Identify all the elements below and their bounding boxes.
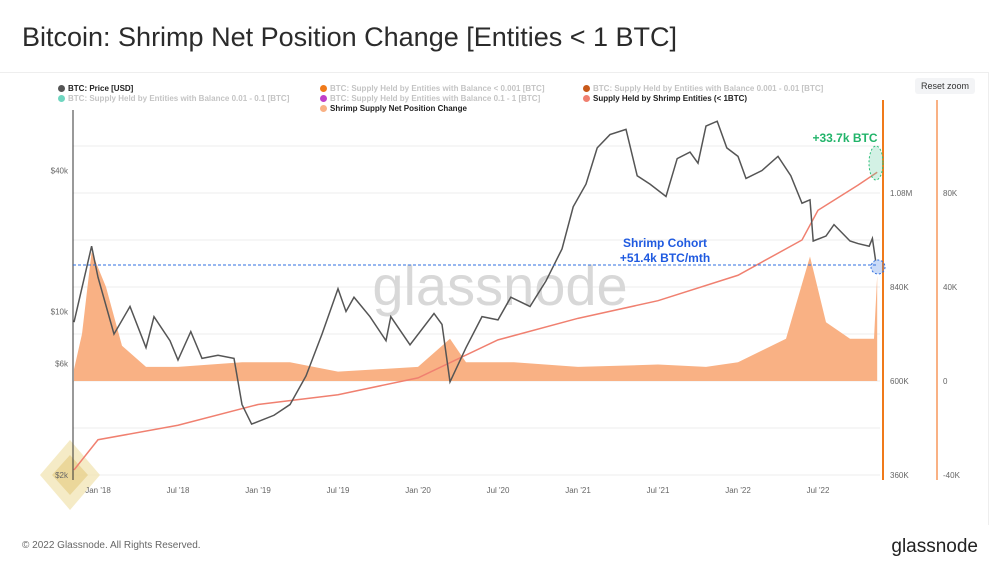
legend-item[interactable]: Shrimp Supply Net Position Change bbox=[320, 104, 467, 113]
x-tick-label: Jul '20 bbox=[487, 486, 510, 495]
supply-tick-label: 600K bbox=[890, 377, 909, 386]
legend-label: BTC: Supply Held by Entities with Balanc… bbox=[68, 94, 290, 103]
net-tick-label: 0 bbox=[943, 377, 948, 386]
net-tick-label: 80K bbox=[943, 189, 958, 198]
net-tick-label: 40K bbox=[943, 283, 958, 292]
annotation-blue-title: Shrimp Cohort bbox=[623, 236, 707, 250]
legend-dot-icon bbox=[320, 85, 327, 92]
shrimp-supply-line bbox=[73, 171, 878, 471]
x-tick-label: Jan '21 bbox=[565, 486, 591, 495]
legend-dot-icon bbox=[58, 95, 65, 102]
decorative-diamond-icon bbox=[52, 455, 88, 495]
page-title: Bitcoin: Shrimp Net Position Change [Ent… bbox=[22, 22, 678, 52]
price-tick-label: $40k bbox=[51, 167, 69, 176]
reset-zoom-button[interactable]: Reset zoom bbox=[915, 78, 976, 94]
net-tick-label: -40K bbox=[943, 471, 961, 480]
legend-label: BTC: Supply Held by Entities with Balanc… bbox=[593, 84, 824, 93]
logo: glassnode bbox=[891, 536, 978, 557]
x-tick-label: Jul '18 bbox=[167, 486, 190, 495]
legend-dot-icon bbox=[58, 85, 65, 92]
legend-item[interactable]: BTC: Supply Held by Entities with Balanc… bbox=[320, 84, 544, 93]
legend-dot-icon bbox=[583, 85, 590, 92]
legend-label: BTC: Supply Held by Entities with Balanc… bbox=[330, 94, 541, 103]
copyright: © 2022 Glassnode. All Rights Reserved. bbox=[22, 540, 201, 551]
legend-label: Shrimp Supply Net Position Change bbox=[330, 104, 467, 113]
legend-item[interactable]: BTC: Supply Held by Entities with Balanc… bbox=[583, 84, 823, 93]
x-tick-label: Jan '18 bbox=[85, 486, 111, 495]
net-position-area bbox=[74, 251, 878, 381]
legend-dot-icon bbox=[583, 95, 590, 102]
annotation-blue-value: +51.4k BTC/mth bbox=[620, 251, 710, 265]
legend-item[interactable]: Supply Held by Shrimp Entities (< 1BTC) bbox=[583, 94, 747, 103]
chart-panel bbox=[0, 72, 989, 525]
legend-label: Supply Held by Shrimp Entities (< 1BTC) bbox=[593, 94, 748, 103]
annotation-green: +33.7k BTC bbox=[812, 131, 877, 145]
legend-item[interactable]: BTC: Supply Held by Entities with Balanc… bbox=[58, 94, 289, 103]
legend-item[interactable]: BTC: Supply Held by Entities with Balanc… bbox=[320, 94, 540, 103]
x-tick-label: Jan '19 bbox=[245, 486, 271, 495]
price-tick-label: $6k bbox=[55, 359, 69, 368]
x-tick-label: Jan '22 bbox=[725, 486, 751, 495]
price-tick-label: $2k bbox=[55, 471, 69, 480]
x-tick-label: Jul '22 bbox=[807, 486, 830, 495]
price-tick-label: $10k bbox=[51, 307, 69, 316]
legend-label: BTC: Price [USD] bbox=[68, 84, 134, 93]
supply-tick-label: 360K bbox=[890, 471, 909, 480]
legend-dot-icon bbox=[320, 105, 327, 112]
legend-dot-icon bbox=[320, 95, 327, 102]
supply-tick-label: 1.08M bbox=[890, 189, 913, 198]
legend-label: BTC: Supply Held by Entities with Balanc… bbox=[330, 84, 545, 93]
highlight-ellipse bbox=[868, 145, 884, 181]
x-tick-label: Jul '21 bbox=[647, 486, 670, 495]
highlight-circle bbox=[870, 259, 886, 275]
x-tick-label: Jan '20 bbox=[405, 486, 431, 495]
x-tick-label: Jul '19 bbox=[327, 486, 350, 495]
legend-item[interactable]: BTC: Price [USD] bbox=[58, 84, 133, 93]
price-line bbox=[73, 120, 877, 426]
supply-tick-label: 840K bbox=[890, 283, 909, 292]
watermark: glassnode bbox=[372, 254, 627, 317]
